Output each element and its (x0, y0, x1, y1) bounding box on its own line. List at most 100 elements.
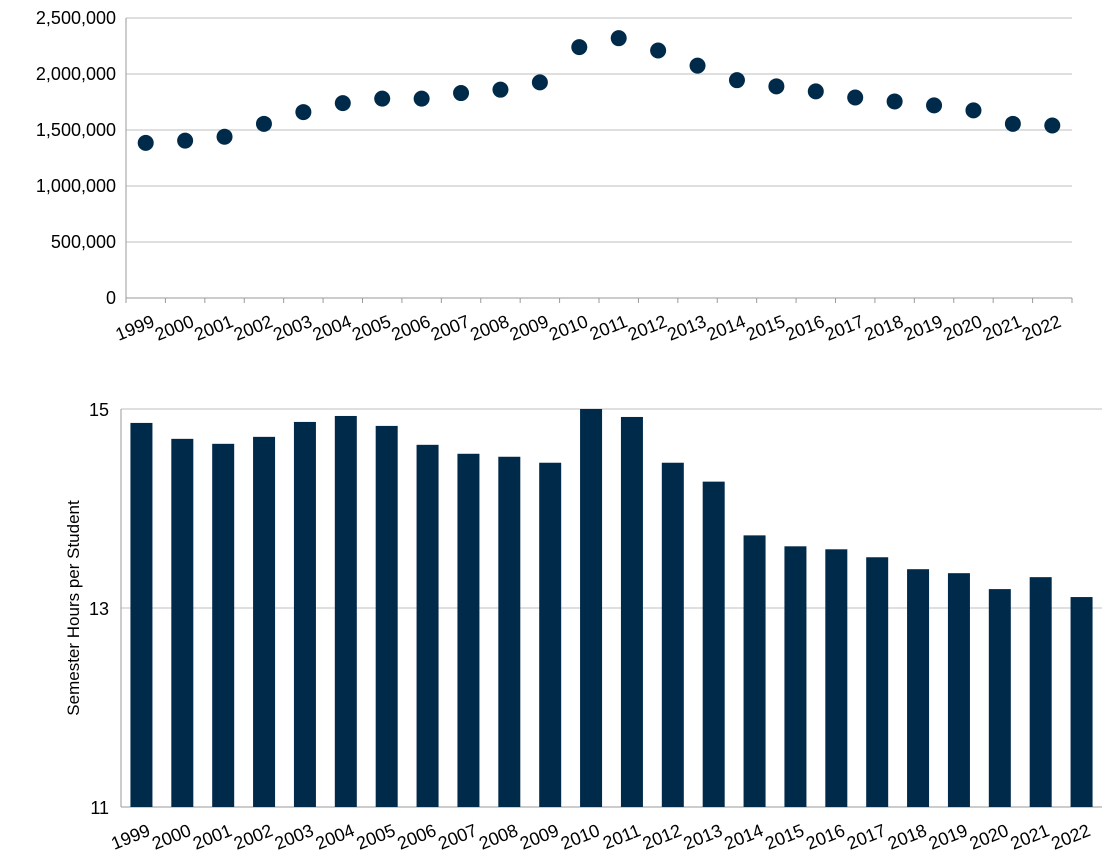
bar-x-tick-label: 2009 (517, 820, 562, 854)
bar-chart-y-axis-label: Semester Hours per Student (64, 500, 83, 716)
scatter-x-tick-label: 2018 (862, 311, 907, 345)
scatter-point (374, 90, 391, 107)
bar-x-tick-label: 2019 (926, 820, 971, 854)
scatter-x-tick-label: 2021 (980, 311, 1025, 345)
scatter-point (177, 132, 194, 149)
scatter-x-tick-label: 2020 (940, 311, 985, 345)
bar-x-tick-label: 2001 (190, 820, 235, 854)
bar (293, 421, 316, 807)
scatter-x-tick-label: 2008 (467, 311, 512, 345)
bar (947, 573, 970, 807)
scatter-x-tick-label: 2006 (389, 311, 434, 345)
scatter-point (492, 81, 509, 98)
bar (498, 456, 521, 807)
bar (416, 444, 439, 807)
bar-x-tick-label: 2000 (149, 820, 194, 854)
scatter-y-tick-label: 0 (106, 288, 116, 308)
bar (130, 422, 153, 807)
scatter-point (886, 93, 903, 110)
bar (212, 443, 235, 807)
scatter-point (334, 95, 351, 112)
scatter-point (531, 74, 548, 91)
bar-x-tick-label: 2018 (885, 820, 930, 854)
bar (743, 535, 766, 807)
scatter-x-tick-label: 2007 (428, 311, 473, 345)
scatter-x-tick-label: 2004 (310, 311, 355, 345)
bar-x-tick-label: 2010 (558, 820, 603, 854)
scatter-point (610, 30, 627, 47)
bar-x-tick-label: 2020 (967, 820, 1012, 854)
bar (1070, 597, 1093, 807)
scatter-point (571, 39, 588, 56)
scatter-y-tick-label: 2,000,000 (36, 64, 116, 84)
scatter-point (413, 90, 430, 107)
scatter-point (689, 57, 706, 74)
scatter-point (137, 134, 154, 151)
scatter-x-tick-label: 2017 (822, 311, 867, 345)
bar-x-tick-label: 2017 (844, 820, 889, 854)
bar (539, 462, 562, 807)
bar (784, 546, 807, 807)
scatter-y-tick-label: 1,000,000 (36, 176, 116, 196)
scatter-x-tick-label: 2001 (191, 311, 236, 345)
bar-x-tick-label: 2008 (476, 820, 521, 854)
scatter-x-tick-label: 2016 (783, 311, 828, 345)
scatter-point (650, 42, 667, 59)
bar (702, 481, 725, 807)
scatter-point (768, 78, 785, 95)
scatter-x-tick-label: 2011 (587, 311, 630, 344)
scatter-x-tick-label: 2012 (625, 311, 670, 345)
bar-y-tick-label: 11 (90, 798, 109, 818)
bar (907, 569, 930, 807)
bar-x-tick-label: 2002 (231, 820, 276, 854)
bar (620, 416, 643, 807)
bar (253, 436, 276, 807)
scatter-point (216, 128, 233, 145)
scatter-point (847, 89, 864, 106)
bar (988, 589, 1011, 807)
scatter-y-tick-label: 1,500,000 (36, 120, 116, 140)
bar-x-tick-label: 2013 (681, 820, 726, 854)
scatter-x-tick-label: 2014 (704, 311, 749, 345)
scatter-x-tick-label: 2022 (1019, 311, 1064, 345)
bar (171, 438, 194, 807)
scatter-x-tick-label: 2019 (901, 311, 946, 345)
scatter-point (1004, 115, 1021, 132)
bar-x-tick-label: 2015 (762, 820, 807, 854)
bar-x-tick-label: 1999 (108, 820, 153, 854)
bar-x-tick-label: 2005 (354, 820, 399, 854)
scatter-point (807, 83, 824, 100)
bar (661, 462, 684, 807)
bar-y-tick-label: 15 (89, 400, 109, 420)
scatter-x-tick-label: 2009 (507, 311, 552, 345)
bar (334, 415, 357, 807)
bar-x-tick-label: 2016 (803, 820, 848, 854)
scatter-x-tick-label: 2000 (152, 311, 197, 345)
scatter-x-tick-label: 2005 (349, 311, 394, 345)
bar-x-tick-label: 2003 (272, 820, 317, 854)
bar-x-tick-label: 2012 (640, 820, 685, 854)
semester-hours-bar-chart: Semester Hours per Student 1113151999200… (64, 400, 1102, 854)
bar (580, 409, 603, 807)
scatter-x-tick-label: 1999 (113, 311, 158, 345)
scatter-y-tick-label: 500,000 (51, 232, 116, 252)
scatter-point (295, 104, 312, 121)
scatter-point (453, 85, 470, 102)
bar (825, 549, 848, 807)
scatter-point (1044, 117, 1061, 134)
bar-x-tick-label: 2014 (721, 820, 766, 854)
bar-x-tick-label: 2021 (1008, 820, 1053, 854)
enrollment-scatter-chart: 0 500,000 1,000,000 1,500,000 2,000,000 2,500… (36, 8, 1073, 345)
scatter-point (255, 115, 272, 132)
scatter-point (926, 97, 943, 114)
bar-x-tick-label: 2022 (1048, 820, 1093, 854)
bar-x-tick-label: 2007 (435, 820, 480, 854)
bar-x-tick-label: 2004 (313, 820, 358, 854)
scatter-point (728, 72, 745, 89)
scatter-point (965, 102, 982, 119)
scatter-x-tick-label: 2002 (231, 311, 276, 345)
bar (866, 557, 889, 807)
scatter-x-tick-label: 2015 (743, 311, 788, 345)
scatter-y-tick-label: 2,500,000 (36, 8, 116, 28)
